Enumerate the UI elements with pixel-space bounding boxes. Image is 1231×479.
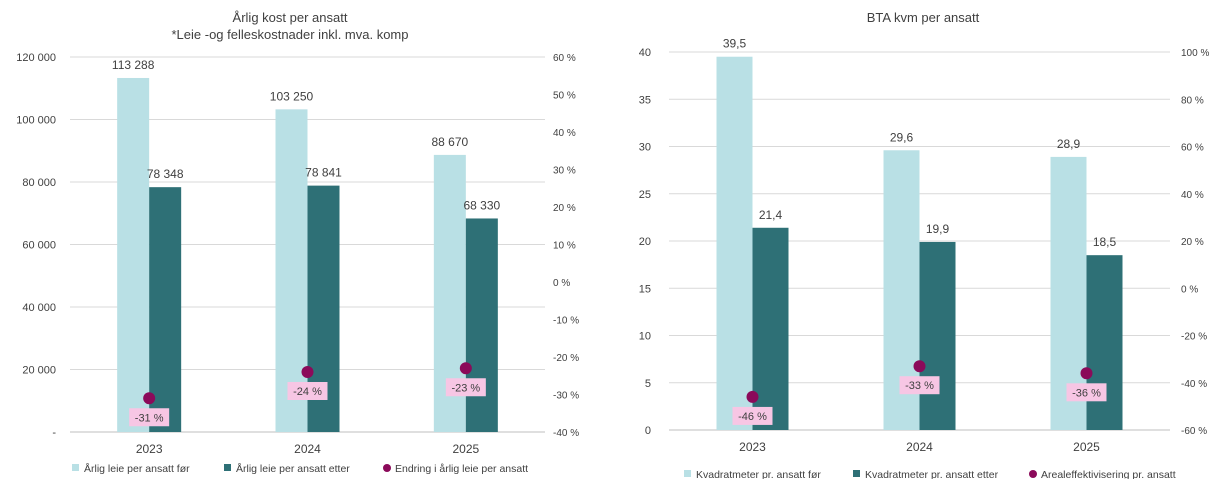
chart-title: BTA kvm per ansatt — [867, 10, 980, 25]
data-label-for: 39,5 — [723, 37, 747, 51]
y-left-tick-label: 10 — [639, 331, 651, 343]
data-label-etter: 18,5 — [1093, 235, 1117, 249]
legend-label: Kvadratmeter pr. ansatt før — [696, 469, 821, 479]
marker-label-bg — [899, 376, 940, 395]
legend-swatch — [1029, 470, 1037, 478]
chart-arlig-kost: Årlig kost per ansatt *Leie -og felleskos… — [0, 0, 615, 479]
y-left-tick-label: 40 — [639, 47, 651, 59]
y-right-tick-label: 20 % — [1181, 237, 1204, 248]
data-label-etter: 78 348 — [147, 167, 184, 181]
y-right-tick-label: 30 % — [553, 166, 576, 177]
bar-etter — [1086, 255, 1123, 430]
y-left-tick-label: - — [52, 427, 56, 439]
y-left-tick-label: 15 — [639, 283, 651, 295]
bar-for — [716, 56, 753, 430]
y-right-tick-label: 20 % — [553, 203, 576, 214]
marker-label: -36 % — [1072, 387, 1101, 399]
marker-label: -33 % — [905, 380, 934, 392]
data-label-for: 103 250 — [270, 89, 314, 103]
marker-label-bg — [445, 378, 486, 397]
legend-swatch — [383, 464, 391, 472]
legend-swatch — [72, 464, 79, 471]
data-label-for: 28,9 — [1057, 137, 1081, 151]
y-left-tick-label: 20 — [639, 236, 651, 248]
y-right-tick-label: -30 % — [553, 391, 579, 402]
y-left-tick-label: 0 — [645, 425, 651, 437]
y-right-tick-label: 40 % — [1181, 190, 1204, 201]
marker-label: -31 % — [135, 412, 164, 424]
data-label-etter: 78 841 — [305, 166, 342, 180]
y-right-tick-label: -10 % — [553, 316, 579, 327]
y-right-tick-label: 60 % — [1181, 143, 1204, 154]
marker-label: -46 % — [738, 411, 767, 423]
marker-endring — [746, 390, 759, 403]
y-left-tick-label: 5 — [645, 378, 651, 390]
x-tick-label: 2024 — [906, 440, 933, 454]
y-right-tick-label: 80 % — [1181, 95, 1204, 106]
x-tick-label: 2024 — [294, 442, 321, 456]
y-right-tick-label: 40 % — [553, 128, 576, 139]
y-left-tick-label: 60 000 — [22, 240, 56, 252]
bar-etter — [149, 187, 182, 432]
data-label-etter: 21,4 — [759, 208, 783, 222]
data-label-for: 29,6 — [890, 130, 914, 144]
legend-label: Kvadratmeter pr. ansatt etter — [865, 469, 999, 479]
data-label-etter: 68 330 — [463, 198, 500, 212]
bar-etter — [752, 227, 789, 430]
bar-for — [117, 77, 150, 432]
y-left-tick-label: 100 000 — [16, 115, 56, 127]
data-label-for: 88 670 — [431, 135, 468, 149]
marker-label-bg — [1066, 383, 1107, 402]
bar-for — [275, 109, 308, 432]
marker-label: -24 % — [293, 386, 322, 398]
legend-label: Endring i årlig leie per ansatt — [395, 463, 528, 475]
x-tick-label: 2025 — [1073, 440, 1100, 454]
y-left-tick-label: 35 — [639, 94, 651, 106]
y-right-tick-label: 60 % — [553, 53, 576, 64]
y-left-tick-label: 25 — [639, 189, 651, 201]
y-right-tick-label: -20 % — [553, 353, 579, 364]
legend-swatch — [684, 470, 691, 477]
legend-label: Arealeffektivisering pr. ansatt — [1041, 469, 1176, 479]
marker-endring — [913, 360, 926, 373]
chart-bta-kvm: BTA kvm per ansatt 0 5 10 15 20 25 30 35 40 -60 % -… — [615, 0, 1231, 479]
y-left-tick-label: 20 000 — [22, 365, 56, 377]
data-label-etter: 19,9 — [926, 222, 950, 236]
bar-etter — [919, 241, 956, 430]
marker-endring — [1080, 367, 1093, 380]
legend-label: Årlig leie per ansatt før — [84, 462, 190, 475]
x-tick-label: 2023 — [136, 442, 163, 456]
y-left-tick-label: 40 000 — [22, 302, 56, 314]
marker-endring — [143, 392, 156, 405]
legend-swatch — [853, 470, 860, 477]
legend-swatch — [224, 464, 231, 471]
y-right-tick-label: 50 % — [553, 91, 576, 102]
y-right-tick-label: 10 % — [553, 241, 576, 252]
y-left-tick-label: 30 — [639, 142, 651, 154]
y-right-tick-label: 0 % — [1181, 284, 1198, 295]
y-right-tick-label: 0 % — [553, 278, 570, 289]
y-right-tick-label: -40 % — [553, 428, 579, 439]
x-tick-label: 2025 — [452, 442, 479, 456]
chart-title: Årlig kost per ansatt — [233, 10, 348, 25]
chart-arlig-kost-svg: Årlig kost per ansatt *Leie -og felleskos… — [16, 10, 579, 475]
y-left-tick-label: 120 000 — [16, 52, 56, 64]
marker-label-bg — [732, 406, 773, 425]
y-right-tick-label: -20 % — [1181, 332, 1207, 343]
data-label-for: 113 288 — [112, 58, 155, 72]
marker-label-bg — [129, 408, 170, 427]
y-right-tick-label: 100 % — [1181, 48, 1209, 59]
marker-label: -23 % — [451, 382, 480, 394]
y-right-tick-label: -60 % — [1181, 426, 1207, 437]
y-right-tick-label: -40 % — [1181, 379, 1207, 390]
x-tick-label: 2023 — [739, 440, 766, 454]
bar-etter — [465, 218, 498, 432]
chart-subtitle: *Leie -og felleskostnader inkl. mva. kom… — [171, 27, 408, 42]
marker-endring — [459, 362, 472, 375]
marker-label-bg — [287, 382, 328, 400]
marker-endring — [301, 366, 314, 378]
y-left-tick-label: 80 000 — [22, 177, 56, 189]
legend-label: Årlig leie per ansatt etter — [236, 462, 350, 475]
